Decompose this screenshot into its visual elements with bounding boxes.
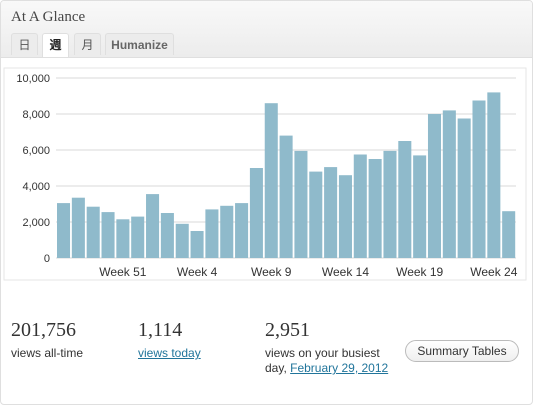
y-tick-label: 8,000 xyxy=(22,109,50,121)
views-bar-chart: 0 2,000 4,000 6,000 8,000 10,000 Week 51 Week 4… xyxy=(3,67,527,281)
widget-header: At A Glance 日 週 月 Humanize xyxy=(1,1,532,58)
stat-busiest: 2,951 views on your busiest day, Februar… xyxy=(265,319,400,376)
tab-week[interactable]: 週 xyxy=(42,33,69,57)
chart-bar[interactable] xyxy=(190,231,204,258)
chart-bar[interactable] xyxy=(398,141,412,258)
chart-bar[interactable] xyxy=(279,135,293,258)
summary-tables-button[interactable]: Summary Tables xyxy=(405,340,519,362)
y-tick-label: 10,000 xyxy=(16,73,50,85)
chart-bar[interactable] xyxy=(472,100,486,259)
tab-month[interactable]: 月 xyxy=(74,33,101,55)
chart-bar[interactable] xyxy=(249,168,263,258)
chart-bar[interactable] xyxy=(353,154,367,259)
tab-humanize[interactable]: Humanize xyxy=(105,33,174,55)
x-tick-label: Week 19 xyxy=(396,265,443,279)
chart-bar[interactable] xyxy=(57,203,71,258)
chart-bar[interactable] xyxy=(338,175,352,258)
stat-today: 1,114 views today xyxy=(138,319,201,361)
x-tick-label: Week 14 xyxy=(322,265,369,279)
chart-bar[interactable] xyxy=(131,216,145,258)
x-tick-label: Week 24 xyxy=(470,265,517,279)
chart-bar[interactable] xyxy=(205,209,219,258)
views-today-link[interactable]: views today xyxy=(138,346,201,360)
stat-all-time: 201,756 views all-time xyxy=(11,319,83,361)
chart-bar[interactable] xyxy=(116,219,130,258)
chart-bar[interactable] xyxy=(160,213,174,258)
chart-bar[interactable] xyxy=(309,171,323,258)
busiest-day-date-line: day, February 29, 2012 xyxy=(265,361,400,376)
busiest-day-views-value: 2,951 xyxy=(265,319,310,341)
chart-bar[interactable] xyxy=(368,159,382,258)
all-time-views-label: views all-time xyxy=(11,346,84,360)
chart-bar[interactable] xyxy=(457,118,471,259)
chart-bar[interactable] xyxy=(101,212,115,258)
chart-bar[interactable] xyxy=(220,205,234,258)
chart-bar[interactable] xyxy=(175,223,189,258)
x-tick-label: Week 9 xyxy=(251,265,292,279)
widget-title: At A Glance xyxy=(11,9,86,25)
x-tick-label: Week 4 xyxy=(177,265,218,279)
chart-bar[interactable] xyxy=(442,110,456,259)
busiest-day-date-link[interactable]: February 29, 2012 xyxy=(290,361,389,375)
y-tick-label: 2,000 xyxy=(22,217,50,229)
chart-bar[interactable] xyxy=(487,92,501,259)
chart-bar[interactable] xyxy=(264,103,278,258)
chart-bar[interactable] xyxy=(427,114,442,258)
chart-bar[interactable] xyxy=(146,194,160,258)
x-tick-label: Week 51 xyxy=(99,265,146,279)
all-time-views-value: 201,756 xyxy=(11,319,76,341)
busiest-day-label: views on your busiest xyxy=(265,346,380,360)
busiest-day-prefix: day, xyxy=(265,361,291,375)
today-views-value: 1,114 xyxy=(138,319,183,341)
chart-bar[interactable] xyxy=(294,150,308,258)
chart-bar[interactable] xyxy=(502,211,516,258)
y-tick-label: 6,000 xyxy=(22,145,50,157)
tab-day[interactable]: 日 xyxy=(11,33,38,55)
chart-bar[interactable] xyxy=(413,155,427,258)
chart-bar[interactable] xyxy=(235,203,249,258)
chart-bar[interactable] xyxy=(71,197,85,258)
chart-bar[interactable] xyxy=(86,206,100,258)
y-tick-label: 0 xyxy=(44,253,50,265)
y-tick-label: 4,000 xyxy=(22,181,50,193)
chart-bar[interactable] xyxy=(324,167,338,258)
chart-bar[interactable] xyxy=(383,150,397,258)
